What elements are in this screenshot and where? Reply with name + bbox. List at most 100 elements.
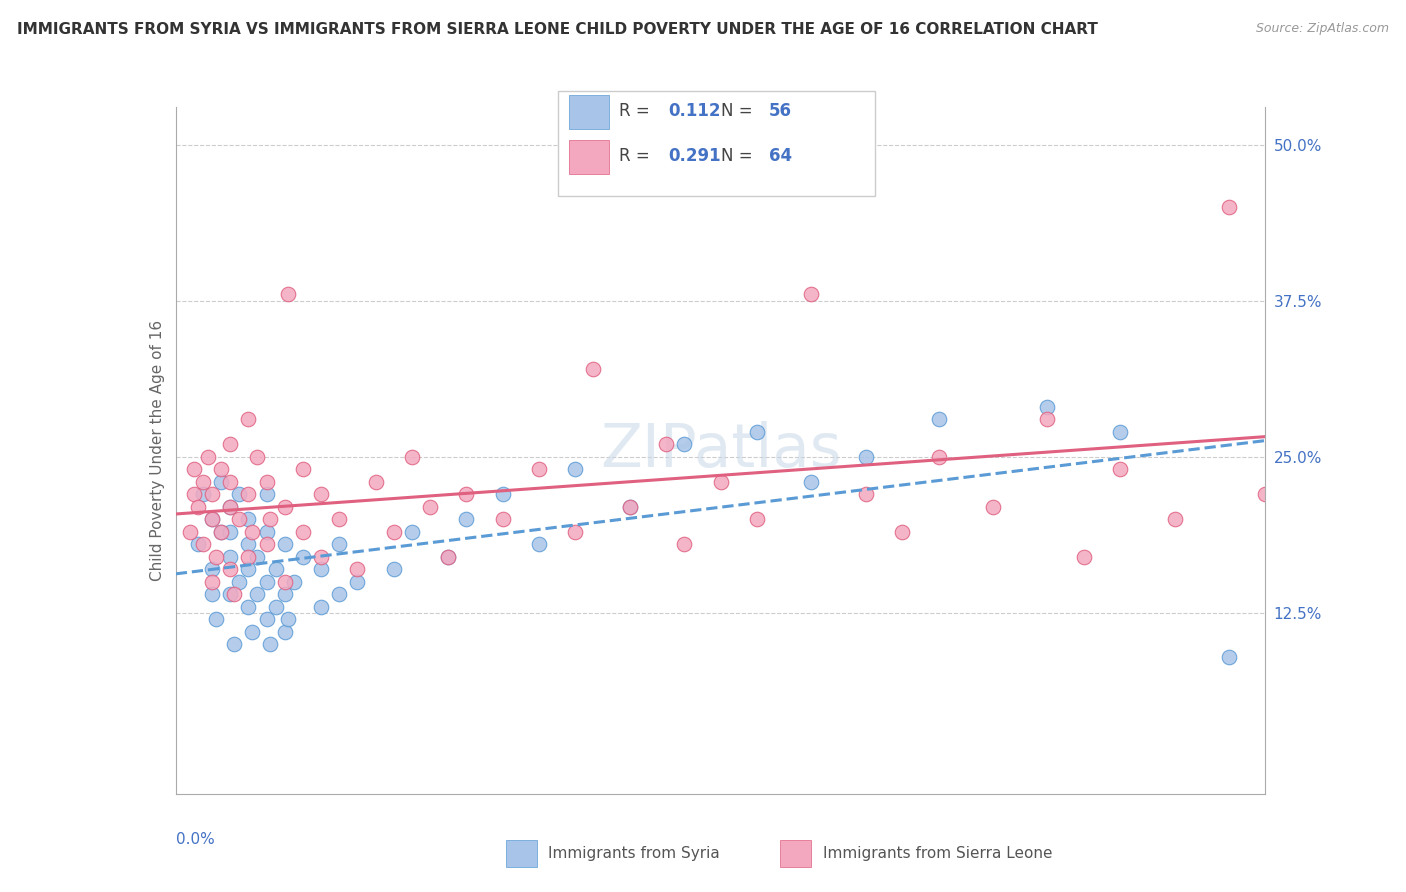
Y-axis label: Child Poverty Under the Age of 16: Child Poverty Under the Age of 16 xyxy=(149,320,165,581)
Point xyxy=(219,500,242,514)
Point xyxy=(619,500,641,514)
Point xyxy=(527,537,550,551)
Point xyxy=(238,412,260,426)
Point xyxy=(328,587,350,601)
Point xyxy=(1346,387,1368,401)
Point xyxy=(291,549,314,564)
Point xyxy=(240,524,263,539)
Point xyxy=(219,587,242,601)
Point xyxy=(328,537,350,551)
Point xyxy=(1109,425,1132,439)
Point xyxy=(238,599,260,614)
Point xyxy=(564,462,586,476)
Point xyxy=(201,487,224,501)
Point xyxy=(201,562,224,576)
Point xyxy=(291,462,314,476)
Point xyxy=(183,487,205,501)
Text: R =: R = xyxy=(619,147,655,165)
Point xyxy=(219,500,242,514)
Point xyxy=(186,500,209,514)
Text: N =: N = xyxy=(721,103,758,120)
Point xyxy=(382,524,405,539)
Point xyxy=(204,549,226,564)
Point xyxy=(346,562,368,576)
Point xyxy=(219,524,242,539)
Point xyxy=(1036,400,1059,414)
Text: 0.112: 0.112 xyxy=(668,103,720,120)
Point xyxy=(419,500,441,514)
Text: 0.0%: 0.0% xyxy=(176,831,215,847)
Point xyxy=(209,475,232,489)
Point xyxy=(800,475,823,489)
Text: Source: ZipAtlas.com: Source: ZipAtlas.com xyxy=(1256,22,1389,36)
Point xyxy=(673,437,696,451)
Point xyxy=(891,524,914,539)
Point xyxy=(219,562,242,576)
Text: ZIPatlas: ZIPatlas xyxy=(600,421,841,480)
Point xyxy=(1254,487,1277,501)
Point xyxy=(277,287,299,301)
Point xyxy=(256,524,278,539)
Point xyxy=(456,512,478,526)
Point xyxy=(456,487,478,501)
Point xyxy=(1073,549,1095,564)
Point xyxy=(277,612,299,626)
Point xyxy=(191,487,214,501)
Point xyxy=(179,524,201,539)
Text: 0.291: 0.291 xyxy=(668,147,720,165)
Point xyxy=(1109,462,1132,476)
Point xyxy=(274,574,297,589)
Point xyxy=(238,562,260,576)
Point xyxy=(238,512,260,526)
Point xyxy=(981,500,1004,514)
Point xyxy=(219,437,242,451)
Point xyxy=(564,524,586,539)
Point xyxy=(1291,437,1313,451)
Point xyxy=(238,487,260,501)
Point xyxy=(201,512,224,526)
Point xyxy=(197,450,219,464)
Point xyxy=(437,549,460,564)
Point xyxy=(291,524,314,539)
Point xyxy=(228,574,250,589)
Point xyxy=(201,512,224,526)
Point xyxy=(191,537,214,551)
Point xyxy=(209,524,232,539)
Point xyxy=(219,475,242,489)
Text: 56: 56 xyxy=(769,103,792,120)
Point xyxy=(401,524,423,539)
Point xyxy=(582,362,605,376)
Point xyxy=(259,637,281,651)
Point xyxy=(201,587,224,601)
Point xyxy=(745,512,768,526)
Point xyxy=(527,462,550,476)
Point xyxy=(1218,200,1240,214)
Point xyxy=(800,287,823,301)
Point xyxy=(209,462,232,476)
Point xyxy=(492,512,515,526)
Point xyxy=(264,562,287,576)
Point xyxy=(382,562,405,576)
Point xyxy=(1036,412,1059,426)
Text: Immigrants from Syria: Immigrants from Syria xyxy=(548,847,720,861)
Point xyxy=(274,624,297,639)
Point xyxy=(209,524,232,539)
Text: IMMIGRANTS FROM SYRIA VS IMMIGRANTS FROM SIERRA LEONE CHILD POVERTY UNDER THE AG: IMMIGRANTS FROM SYRIA VS IMMIGRANTS FROM… xyxy=(17,22,1098,37)
Point xyxy=(274,500,297,514)
Point xyxy=(204,612,226,626)
Point xyxy=(238,549,260,564)
Point xyxy=(201,574,224,589)
Point xyxy=(1163,512,1185,526)
Point xyxy=(183,462,205,476)
Point xyxy=(328,512,350,526)
Point xyxy=(256,487,278,501)
Point xyxy=(274,587,297,601)
Point xyxy=(492,487,515,501)
Point xyxy=(246,549,269,564)
Point xyxy=(191,475,214,489)
Point xyxy=(246,587,269,601)
Point xyxy=(222,637,245,651)
Text: R =: R = xyxy=(619,103,655,120)
Point xyxy=(246,450,269,464)
Point xyxy=(228,487,250,501)
